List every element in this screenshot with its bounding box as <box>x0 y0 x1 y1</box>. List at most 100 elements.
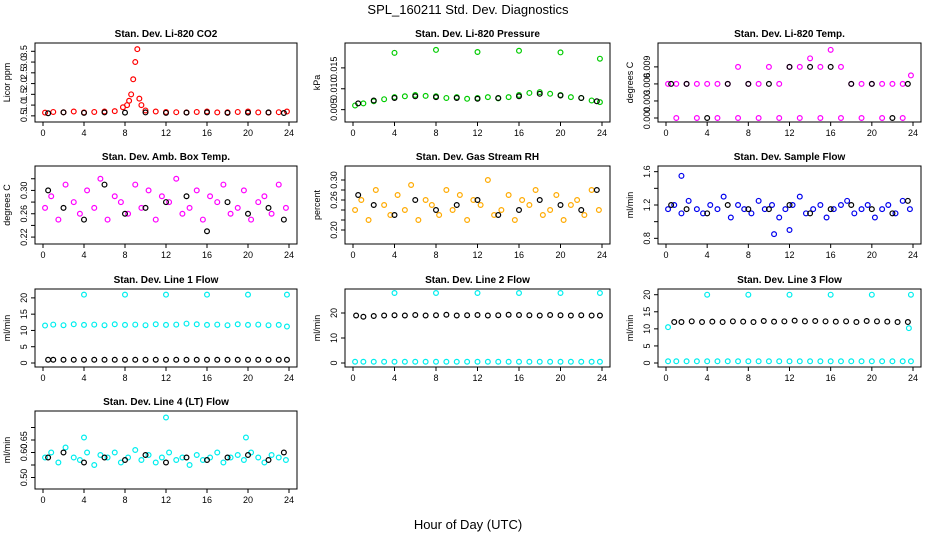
data-point <box>464 358 471 365</box>
data-point <box>275 109 282 116</box>
data-point <box>678 172 685 179</box>
data-point <box>136 95 143 102</box>
y-tick-label: 10 <box>19 325 29 335</box>
data-point <box>786 63 793 70</box>
data-point <box>283 108 290 115</box>
x-tick-label: 16 <box>202 495 212 505</box>
data-point <box>265 457 272 464</box>
data-point <box>394 192 401 199</box>
y-tick-label: 1.2 <box>642 199 652 212</box>
data-point <box>121 356 128 363</box>
data-point <box>91 462 98 469</box>
data-point <box>255 454 262 461</box>
data-point <box>700 210 707 217</box>
data-point <box>360 313 367 320</box>
data-point <box>245 356 252 363</box>
data-point <box>745 291 752 298</box>
data-point <box>261 459 268 466</box>
data-point <box>741 206 748 213</box>
data-point <box>704 210 711 217</box>
data-point <box>220 181 227 188</box>
x-tick-label: 4 <box>392 250 397 260</box>
data-point <box>474 290 481 297</box>
plot-frame <box>34 410 298 490</box>
data-point <box>474 197 481 204</box>
data-point <box>709 318 716 325</box>
data-point <box>745 80 752 87</box>
x-tick-label: 24 <box>908 373 918 383</box>
y-tick-label: 0.65 <box>19 431 29 449</box>
data-point <box>282 457 289 464</box>
x-tick-label: 0 <box>663 250 668 260</box>
data-point <box>781 318 788 325</box>
data-point <box>515 358 522 365</box>
data-point <box>360 358 367 365</box>
data-point <box>578 207 585 214</box>
data-point <box>735 63 742 70</box>
data-point <box>495 358 502 365</box>
data-point <box>796 193 803 200</box>
data-point <box>117 459 124 466</box>
data-point <box>283 356 290 363</box>
data-point <box>401 312 408 319</box>
x-tick-label: 8 <box>433 250 438 260</box>
x-tick-label: 20 <box>555 250 565 260</box>
data-point <box>111 449 118 456</box>
data-point <box>163 291 170 298</box>
data-point <box>596 358 603 365</box>
data-point <box>665 324 672 331</box>
data-point <box>152 321 159 328</box>
data-point <box>142 322 149 329</box>
data-point <box>693 358 700 365</box>
chart-panel-6: Stan. Dev. Sample Flow ml/min 0 4 8 12 16 20 24 0… <box>625 152 922 260</box>
data-point <box>42 322 49 329</box>
data-point <box>892 210 899 217</box>
data-point <box>453 202 460 209</box>
data-point <box>899 114 906 121</box>
data-point <box>671 202 678 209</box>
data-point <box>132 321 139 328</box>
x-tick-label: 24 <box>284 373 294 383</box>
data-point <box>183 109 190 116</box>
chart-panel-5: Stan. Dev. Gas Stream RH percent 0 4 8 12 16 20… <box>312 152 611 260</box>
data-point <box>408 182 415 189</box>
y-axis-label: percent <box>312 189 322 220</box>
data-point <box>526 312 533 319</box>
data-point <box>789 202 796 209</box>
data-point <box>138 102 145 109</box>
data-point <box>401 93 408 100</box>
data-point <box>724 80 731 87</box>
x-tick-label: 20 <box>555 373 565 383</box>
data-point <box>832 318 839 325</box>
y-axis-label: degrees C <box>625 61 635 103</box>
data-point <box>817 202 824 209</box>
x-tick-label: 12 <box>161 373 171 383</box>
data-point <box>121 210 128 217</box>
data-point <box>163 459 170 466</box>
data-point <box>199 216 206 223</box>
data-point <box>755 358 762 365</box>
data-point <box>899 197 906 204</box>
data-point <box>234 204 241 211</box>
x-tick-label: 12 <box>784 128 794 138</box>
data-point <box>595 207 602 214</box>
x-tick-label: 16 <box>514 250 524 260</box>
data-point <box>526 89 533 96</box>
data-point <box>505 311 512 318</box>
data-point <box>220 459 227 466</box>
data-point <box>152 216 159 223</box>
data-point <box>111 108 118 115</box>
data-point <box>370 97 377 104</box>
data-point <box>904 319 911 326</box>
data-point <box>121 321 128 328</box>
data-point <box>858 114 865 121</box>
y-axis-label: ml/min <box>625 192 635 219</box>
data-point <box>436 212 443 219</box>
data-point <box>428 202 435 209</box>
y-tick-label: 2.0 <box>19 77 29 90</box>
x-tick-label: 8 <box>122 128 127 138</box>
data-point <box>204 457 211 464</box>
data-point <box>80 216 87 223</box>
y-axis-label: ml/min <box>2 437 12 464</box>
data-point <box>720 193 727 200</box>
